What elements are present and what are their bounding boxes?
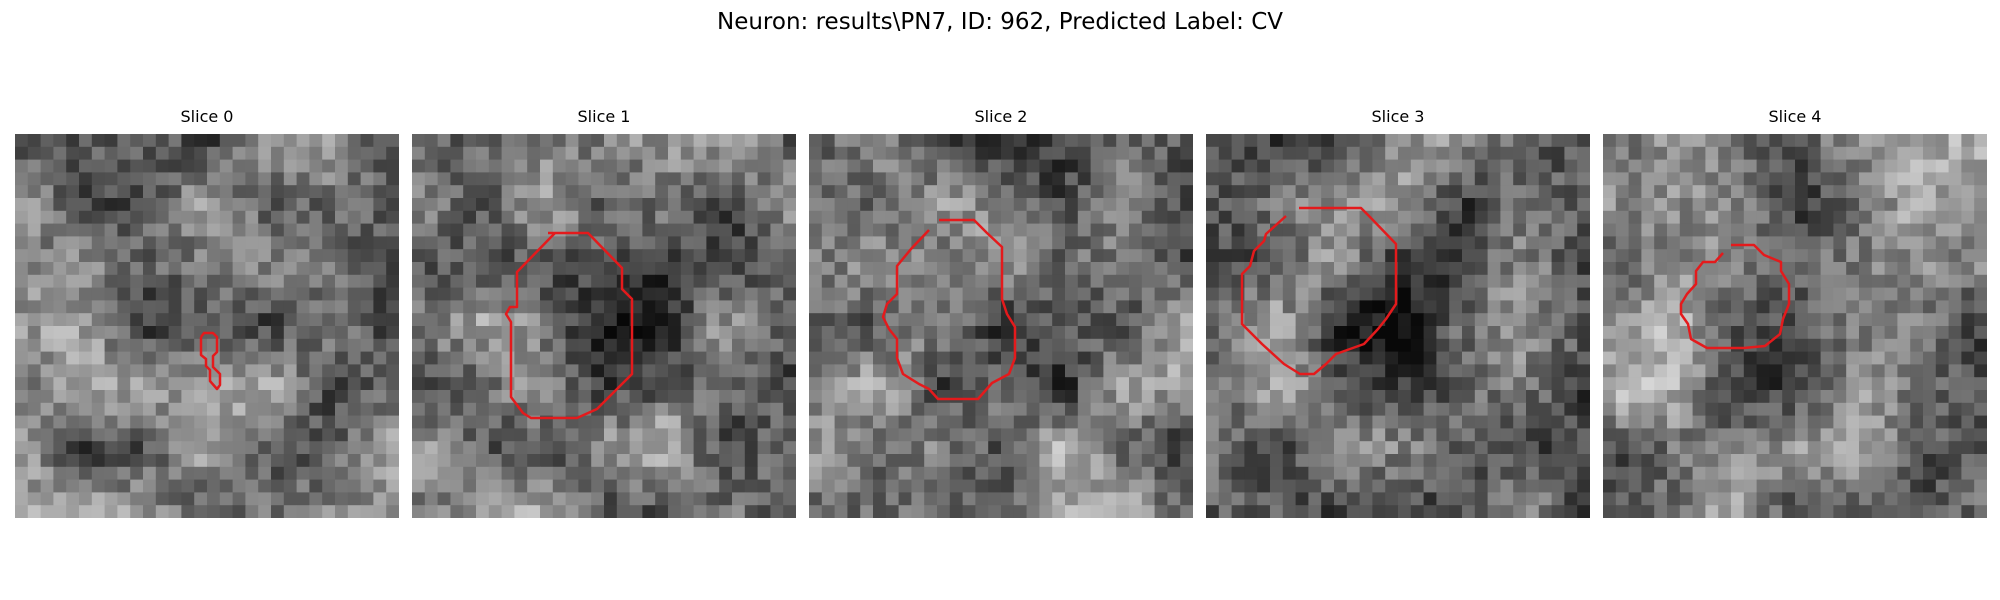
slice-image	[412, 134, 796, 518]
slice-image	[1603, 134, 1987, 518]
figure-title: Neuron: results\PN7, ID: 962, Predicted …	[717, 9, 1283, 35]
slice-title: Slice 1	[577, 107, 631, 126]
neuron-contour	[881, 218, 1017, 401]
slice-title: Slice 0	[180, 107, 234, 126]
slice-title: Slice 2	[974, 107, 1028, 126]
slice-image	[809, 134, 1193, 518]
slice-title: Slice 3	[1371, 107, 1425, 126]
slice-image	[15, 134, 399, 518]
neuron-contour	[504, 231, 634, 420]
neuron-contour	[1240, 206, 1398, 376]
slice-title: Slice 4	[1768, 107, 1822, 126]
slice-image	[1206, 134, 1590, 518]
neuron-contour	[1679, 243, 1791, 350]
neuron-contour	[199, 331, 222, 391]
